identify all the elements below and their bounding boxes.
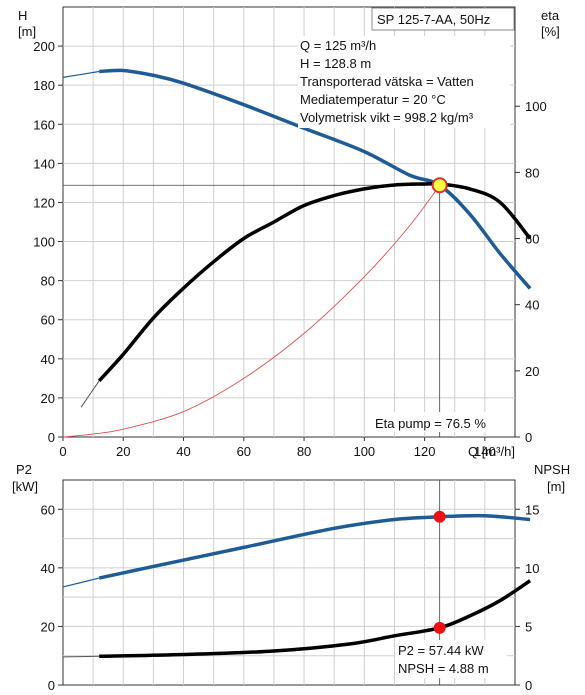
bottom-left-axis-unit: [kW] xyxy=(12,479,38,494)
bottom-left-tick-label: 40 xyxy=(41,561,55,576)
top-left-tick-label: 60 xyxy=(41,313,55,328)
top-left-tick-label: 200 xyxy=(33,39,55,54)
top-x-tick-label: 100 xyxy=(353,444,375,459)
bottom-info-background xyxy=(395,640,507,678)
power-curve-extrapolated xyxy=(62,577,100,588)
top-left-tick-label: 40 xyxy=(41,352,55,367)
power-duty-marker xyxy=(433,510,446,523)
duty-point-marker xyxy=(431,177,448,194)
bottom-right-tick-label: 10 xyxy=(525,561,539,576)
bottom-chart: P2 [kW] NPSH [m] 0 20 40 60 0 5 10 15 P2 = 57.4… xyxy=(12,462,570,693)
top-x-tick-label: 140 xyxy=(474,444,496,459)
info-line-npsh: NPSH = 4.88 m xyxy=(398,661,489,676)
info-line-flow: Q = 125 m³/h xyxy=(300,38,376,53)
top-x-tick-label: 0 xyxy=(59,444,66,459)
top-right-tick-label: 20 xyxy=(525,364,539,379)
top-right-tick-label: 0 xyxy=(525,430,532,445)
npsh-curve-extrapolated xyxy=(62,655,100,658)
top-left-tick-label: 180 xyxy=(33,78,55,93)
power-curve xyxy=(98,513,531,580)
bottom-right-tick-label: 0 xyxy=(525,678,532,693)
top-left-tick-label: 140 xyxy=(33,156,55,171)
top-series xyxy=(62,68,532,438)
npsh-curve xyxy=(99,579,532,659)
npsh-duty-marker xyxy=(433,621,446,634)
bottom-left-tick-label: 20 xyxy=(41,619,55,634)
top-x-tick-label: 80 xyxy=(297,444,311,459)
top-info-block: Q = 125 m³/h H = 128.8 m Transporterad v… xyxy=(298,36,510,128)
info-line-density: Volymetrisk vikt = 998.2 kg/m³ xyxy=(300,110,474,125)
info-line-temperature: Mediatemperatur = 20 °C xyxy=(300,92,446,107)
bottom-right-tick-label: 15 xyxy=(525,502,539,517)
bottom-right-axis-unit: [m] xyxy=(547,479,565,494)
top-info-background xyxy=(298,36,510,128)
top-right-axis-name: eta xyxy=(541,8,560,23)
title-box-text: SP 125-7-AA, 50Hz xyxy=(377,12,490,27)
eta-note: Eta pump = 76.5 % xyxy=(375,416,486,431)
head-curve-extrapolated xyxy=(62,70,100,78)
bottom-right-axis-name: NPSH xyxy=(534,462,570,477)
info-line-p2: P2 = 57.44 kW xyxy=(398,643,484,658)
top-x-axis-label: Q [m³/h] xyxy=(468,444,515,459)
top-left-tick-label: 120 xyxy=(33,195,55,210)
top-right-tick-label: 80 xyxy=(525,165,539,180)
top-left-axis-unit: [m] xyxy=(18,24,36,39)
efficiency-curve-extrapolated xyxy=(80,380,100,408)
top-left-tick-label: 0 xyxy=(48,430,55,445)
bottom-left-tick-label: 60 xyxy=(41,502,55,517)
top-x-tick-label: 20 xyxy=(116,444,130,459)
system-curve xyxy=(62,185,441,438)
top-left-tick-label: 80 xyxy=(41,274,55,289)
top-left-tick-label: 20 xyxy=(41,391,55,406)
bottom-left-tick-label: 0 xyxy=(48,678,55,693)
head-curve xyxy=(99,68,532,290)
top-right-axis-unit: [%] xyxy=(541,24,560,39)
title-box xyxy=(371,7,515,31)
top-chart: H [m] eta [%] Q [m³/h] 0 20 40 60 80 100 120 14… xyxy=(18,6,560,459)
top-x-tick-label: 60 xyxy=(237,444,251,459)
bottom-right-tick-label: 5 xyxy=(525,619,532,634)
top-ticks: 0 20 40 60 80 100 120 140 160 180 200 0 20 40 60 80 100 0… xyxy=(33,39,546,459)
info-line-head: H = 128.8 m xyxy=(300,56,371,71)
eta-note-background xyxy=(372,412,510,432)
top-x-tick-label: 120 xyxy=(414,444,436,459)
top-right-tick-label: 100 xyxy=(525,99,547,114)
top-left-axis-name: H xyxy=(18,8,27,23)
bottom-ticks: 0 20 40 60 0 5 10 15 xyxy=(41,502,540,693)
info-line-liquid: Transporterad vätska = Vatten xyxy=(300,74,474,89)
top-left-tick-label: 100 xyxy=(33,235,55,250)
efficiency-curve xyxy=(97,181,532,382)
top-right-tick-label: 40 xyxy=(525,298,539,313)
top-left-tick-label: 160 xyxy=(33,117,55,132)
bottom-left-axis-name: P2 xyxy=(16,462,32,477)
top-x-tick-label: 40 xyxy=(176,444,190,459)
